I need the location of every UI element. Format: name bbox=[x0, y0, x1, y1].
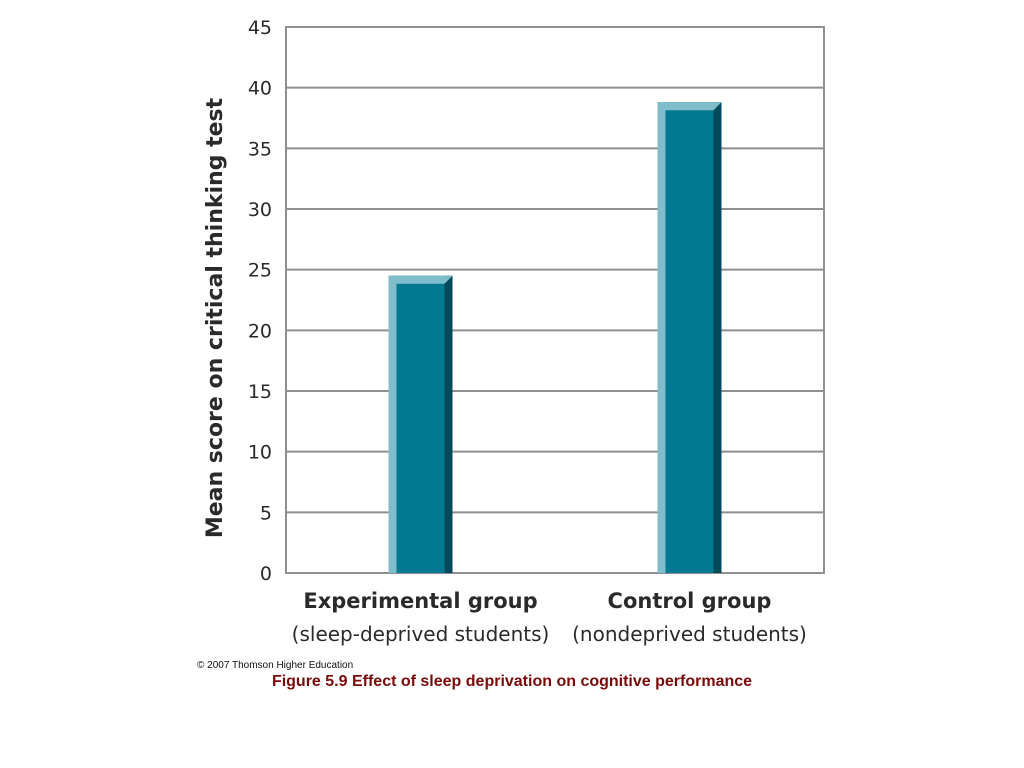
bar-face bbox=[657, 102, 722, 573]
bar bbox=[657, 102, 722, 573]
y-tick-label: 5 bbox=[260, 502, 272, 524]
bar-highlight bbox=[388, 275, 397, 573]
y-tick-labels: 0 5 10 15 20 25 30 35 40 45 bbox=[248, 17, 272, 585]
y-tick-label: 15 bbox=[248, 381, 272, 403]
y-tick-label: 25 bbox=[248, 260, 272, 282]
bar-highlight bbox=[657, 102, 666, 573]
bar-shadow bbox=[713, 102, 722, 573]
copyright-notice: © 2007 Thomson Higher Education bbox=[197, 660, 354, 671]
x-category-label: Control group bbox=[608, 589, 772, 613]
y-axis-label: Mean score on critical thinking test bbox=[203, 97, 228, 538]
y-tick-label: 35 bbox=[248, 138, 272, 160]
bar bbox=[388, 275, 453, 573]
bar-face bbox=[388, 275, 453, 573]
x-category-sublabel: (nondeprived students) bbox=[572, 622, 807, 646]
bar-top-bevel bbox=[657, 102, 722, 111]
y-tick-label: 40 bbox=[248, 78, 272, 100]
y-tick-label: 45 bbox=[248, 17, 272, 39]
plot-frame bbox=[285, 26, 825, 574]
grid-lines bbox=[286, 86, 824, 514]
y-tick-label: 20 bbox=[248, 320, 272, 342]
x-category-label: Experimental group bbox=[303, 589, 537, 613]
y-tick-label: 30 bbox=[248, 199, 272, 221]
x-category-labels: Experimental group (sleep-deprived studen… bbox=[292, 589, 807, 646]
y-tick-label: 0 bbox=[260, 563, 272, 585]
y-tick-label: 10 bbox=[248, 442, 272, 464]
bar-shadow bbox=[444, 275, 453, 573]
figure-caption: Figure 5.9 Effect of sleep deprivation o… bbox=[271, 673, 753, 690]
x-category-sublabel: (sleep-deprived students) bbox=[292, 622, 550, 646]
bars bbox=[388, 102, 722, 573]
bar-top-bevel bbox=[388, 275, 453, 284]
